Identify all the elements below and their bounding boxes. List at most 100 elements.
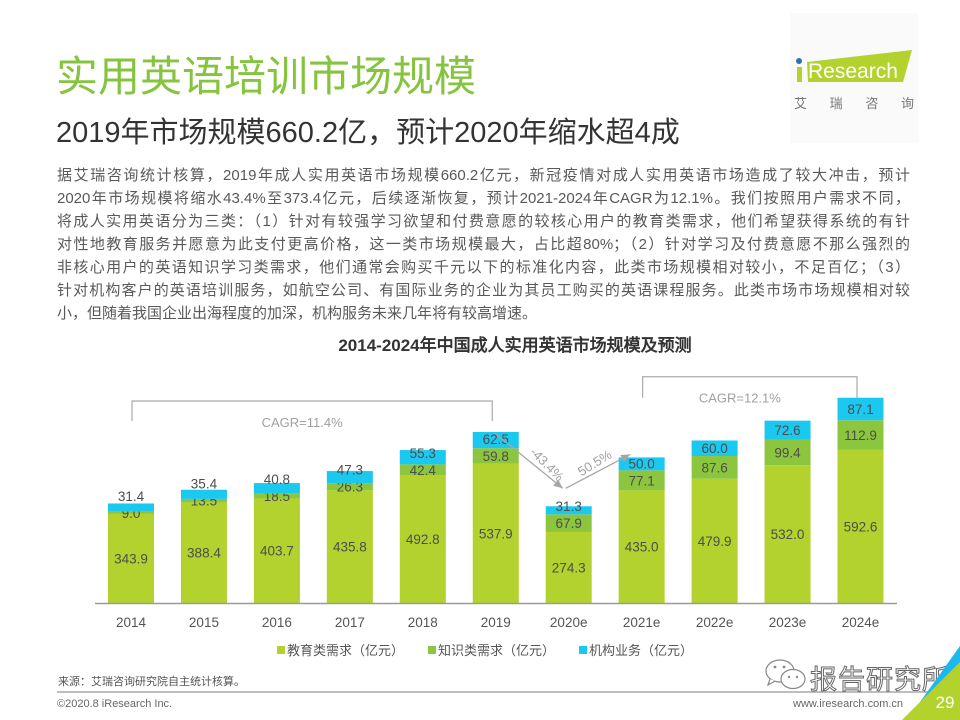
bar-segment-knowledge [108,511,154,514]
body-paragraph: 据艾瑞咨询统计核算，2019年成人实用英语市场规模660.2亿元，新冠疫情对成人… [57,166,910,327]
logo-char: 艾 [794,96,808,111]
data-label-institution: 40.8 [264,472,290,487]
bar-segment-knowledge [399,464,446,476]
legend-label-knowledge: 知识类需求（亿元） [438,643,556,658]
growth-arrow-line [494,432,564,489]
wechat-icon [765,659,806,690]
legend-item-knowledge: 知识类需求（亿元） [428,640,555,659]
data-label-education: 435.8 [333,540,367,555]
data-label-education: 492.8 [406,532,440,547]
cagr-bracket [131,400,493,422]
body-line: 据艾瑞咨询统计核算，2019年成人实用英语市场规模660.2亿元，新冠疫情对成人… [57,167,910,184]
data-label-education: 532.0 [771,527,805,542]
page-subtitle: 2019年市场规模660.2亿，预计2020年缩水超4成 [56,117,680,149]
copyright: ©2020.8 iResearch Inc. [57,698,173,710]
bar-segment-institution [545,506,592,515]
bar-segment-knowledge [764,439,811,466]
source-note: 来源：艾瑞咨询研究院自主统计核算。 [58,676,245,688]
data-label-education: 274.3 [552,560,586,575]
legend-item-education: 教育类需求（亿元） [277,640,404,659]
bar-segment-knowledge [180,498,227,503]
iresearch-logo: Research [796,50,912,83]
data-label-education: 592.6 [844,519,878,534]
bar-segment-institution [108,503,154,512]
bar-segment-education [253,498,300,603]
watermark-text: 报告研究所 [810,665,950,696]
data-label-knowledge: 77.1 [629,473,655,488]
data-label-education: 343.9 [114,551,148,566]
footer-divider [57,691,933,693]
logo-i-stem [797,67,802,82]
x-tick-label: 2021e [623,615,661,630]
legend-swatch-institution [579,645,587,654]
body-line: 针对机构客户的英语培训服务，如航空公司、有国际业务的企业为其员工购买的英语课程服… [57,282,910,299]
logo-brand-text: Research [808,60,898,83]
website-link[interactable]: www.iresearch.com.cn [793,698,904,710]
growth-rate-label: 50.5% [575,447,615,479]
bar-segment-institution [326,471,373,484]
stacked-bar-chart: 343.99.031.42014388.413.535.42015403.718… [95,376,897,630]
bar-segment-institution [399,450,446,465]
bar-segment-knowledge [472,448,519,464]
cagr-bracket [642,376,858,398]
data-label-knowledge: 112.9 [844,428,877,443]
growth-arrow-line [565,453,631,489]
logo-green-banner [807,50,912,82]
x-tick-label: 2019 [481,615,511,630]
bar-segment-knowledge [545,514,592,532]
bar-segment-institution [180,489,227,499]
corner-green-triangle [902,662,960,720]
x-tick-label: 2018 [408,615,438,630]
body-line: 对性地教育服务并愿意为此支付更高价格，这一类市场规模最大，占比超80%；（2）针… [57,236,910,253]
bar-segment-education [618,490,665,603]
bar-segment-knowledge [326,483,373,491]
x-tick-label: 2016 [262,615,292,630]
page-number: 29 [935,693,955,712]
data-label-knowledge: 42.4 [410,463,437,478]
bar-segment-education [764,465,811,603]
legend-label-education: 教育类需求（亿元） [287,643,405,658]
bar-segment-knowledge [837,420,884,450]
bar-segment-education [326,490,373,603]
page-title: 实用英语培训市场规模 [56,53,477,100]
data-label-institution: 72.6 [774,423,800,438]
bar-segment-education [545,531,592,603]
data-label-knowledge: 99.4 [774,445,801,460]
body-line: 小，但随着我国企业出海程度的加深，机构服务未来几年将有较高增速。 [57,305,538,322]
bar-segment-knowledge [691,456,738,479]
data-label-knowledge: 67.9 [556,516,582,531]
body-line: 非核心用户的英语知识学习类需求，他们通常会购买千元以下的标准化内容，此类市场规模… [57,259,910,276]
cagr-label: CAGR=11.4% [262,415,343,430]
logo-char: 瑞 [829,96,843,111]
x-tick-label: 2017 [335,615,365,630]
corner-blue-stripe [920,646,960,702]
x-tick-label: 2023e [769,615,807,630]
x-tick-label: 2020e [550,615,588,630]
data-label-institution: 55.3 [410,446,436,461]
bar-segment-institution [253,483,300,494]
data-label-institution: 50.0 [629,456,655,471]
bar-segment-institution [472,432,519,449]
bar-segment-institution [837,397,884,421]
body-line: 将成人实用英语分为三类：（1）针对有较强学习欲望和付费意愿的较核心用户的教育类需… [57,213,910,230]
watermark: 报告研究所 [764,656,950,696]
data-label-education: 537.9 [479,526,513,541]
data-label-knowledge: 26.3 [337,480,363,495]
data-label-knowledge: 59.8 [483,449,509,464]
bar-segment-education [691,478,738,603]
legend-item-institution: 机构业务（亿元） [579,640,693,659]
bar-segment-institution [764,420,811,440]
bar-segment-education [108,513,154,603]
data-label-institution: 47.3 [337,463,363,478]
data-label-institution: 31.3 [556,499,582,514]
x-tick-label: 2014 [116,615,147,630]
legend-label-institution: 机构业务（亿元） [589,643,694,658]
logo-chinese-name: 艾 瑞 咨 询 [794,93,914,112]
body-line: 2020年市场规模将缩水43.4%至373.4亿元，后续逐渐恢复，预计2021-… [57,190,910,207]
data-label-institution: 62.5 [483,432,509,447]
bar-segment-education [399,475,446,603]
x-tick-label: 2024e [842,615,880,630]
x-tick-label: 2015 [189,615,219,630]
bar-segment-knowledge [253,493,300,499]
logo-char: 询 [900,96,914,111]
